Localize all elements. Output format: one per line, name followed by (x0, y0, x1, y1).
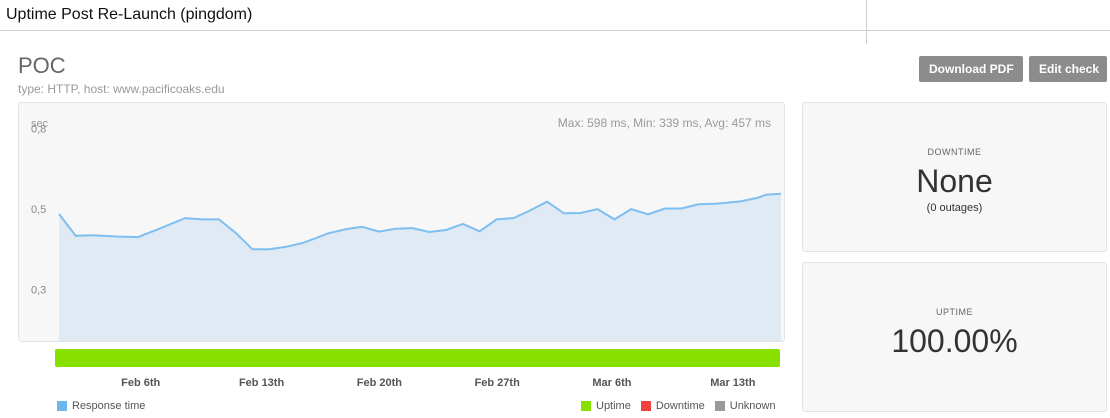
legend-item-response-time: Response time (57, 400, 145, 412)
downtime-outages: (0 outages) (926, 202, 983, 214)
legend-label: Response time (72, 400, 146, 412)
legend-response: Response time (57, 400, 155, 412)
legend-swatch (581, 401, 591, 411)
x-tick-label: Feb 13th (238, 377, 285, 389)
y-tick-label: 0,5 (31, 204, 46, 216)
divider (866, 0, 867, 44)
y-tick-label: 0,8 (31, 124, 46, 136)
legend-label: Unknown (729, 400, 776, 412)
downtime-label: DOWNTIME (927, 147, 982, 157)
chart-svg: sec Max: 598 ms, Min: 339 ms, Avg: 457 m… (31, 116, 782, 341)
download-pdf-button[interactable]: Download PDF (919, 56, 1023, 82)
y-ticks: 0,8 0,5 0,3 (31, 124, 46, 297)
page-title: Uptime Post Re-Launch (pingdom) (6, 6, 253, 23)
top-bar: Uptime Post Re-Launch (pingdom) (0, 0, 1110, 44)
uptime-value: 100.00% (891, 323, 1018, 359)
edit-check-button[interactable]: Edit check (1029, 56, 1107, 82)
x-tick-label: Feb 6th (121, 377, 161, 389)
downtime-value: None (916, 163, 993, 199)
downtime-panel: DOWNTIME None (0 outages) (802, 102, 1107, 252)
y-axis-label: sec (31, 118, 49, 130)
y-tick-label: 0,3 (31, 285, 46, 297)
legend-swatch (640, 401, 651, 411)
legend-item-unknown: Unknown (714, 400, 776, 412)
x-tick-label: Feb 27th (474, 377, 520, 389)
legend-item-uptime: Uptime (581, 400, 631, 412)
legend-swatch (57, 401, 67, 411)
x-tick-label: Feb 20th (356, 377, 402, 389)
uptime-label: UPTIME (935, 307, 973, 317)
chart-stats: Max: 598 ms, Min: 339 ms, Avg: 457 ms (558, 116, 771, 130)
x-tick-label: Mar 6th (592, 377, 632, 389)
uptime-panel: UPTIME 100.00% (802, 262, 1107, 412)
response-time-area (59, 193, 781, 341)
response-time-chart: sec Max: 598 ms, Min: 339 ms, Avg: 457 m… (18, 102, 785, 342)
legend-item-downtime: Downtime (640, 400, 705, 412)
legend-label: Downtime (655, 400, 705, 412)
uptime-timeline-bar[interactable] (55, 349, 780, 367)
check-subtitle: type: HTTP, host: www.pacificoaks.edu (18, 82, 225, 96)
x-tick-label: Mar 13th (710, 377, 756, 389)
legend-swatch (714, 401, 725, 411)
response-time-line (58, 192, 782, 251)
legend-label: Uptime (596, 400, 631, 412)
legend-status: Uptime Downtime Unknown (581, 400, 786, 412)
check-name: POC (18, 53, 66, 78)
